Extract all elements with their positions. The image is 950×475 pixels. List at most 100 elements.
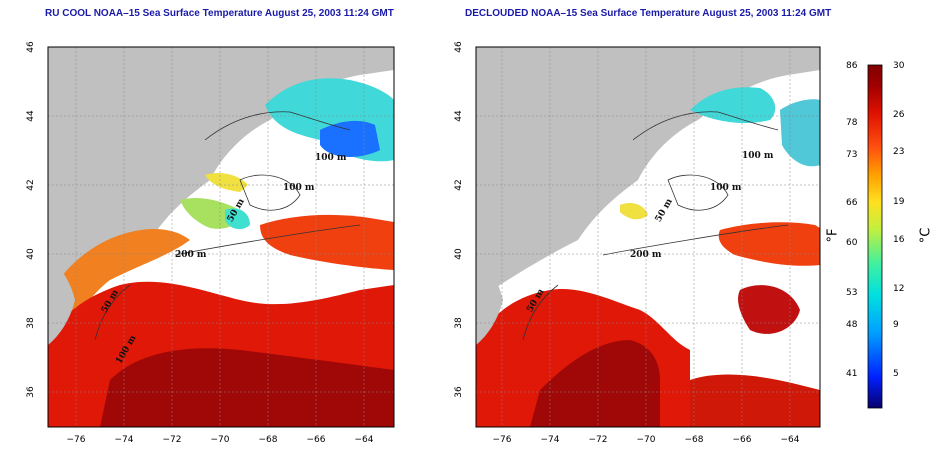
right-red-patches: [738, 285, 800, 334]
x-tick-label: −72: [163, 435, 182, 445]
fahrenheit-tick: 41: [846, 369, 858, 379]
left-green-band: [180, 198, 241, 229]
left-contour-label: 100 m: [315, 153, 347, 163]
left-orange-shelf: [48, 228, 190, 340]
right-contour-label: 100 m: [742, 151, 774, 161]
left-contour-label: 50 m: [100, 288, 121, 315]
left-y-axis: 46 44 42 40 38 36: [26, 41, 36, 398]
right-frame: [475, 46, 821, 428]
celsius-unit-label: °C: [918, 227, 934, 244]
celsius-tick: 12: [893, 284, 905, 294]
y-tick-label: 46: [26, 41, 36, 53]
left-contour-label: 200 m: [175, 250, 207, 260]
celsius-tick: 23: [893, 147, 905, 157]
y-tick-label: 44: [454, 110, 464, 122]
x-tick-label: −68: [259, 435, 278, 445]
fahrenheit-tick: 73: [846, 150, 858, 160]
right-red-south: [476, 289, 690, 427]
left-contour-100m: [204, 111, 351, 141]
y-tick-label: 36: [26, 386, 36, 398]
left-contour-georges: [239, 174, 301, 211]
left-cool-water-north: [265, 78, 394, 162]
y-tick-label: 40: [26, 248, 36, 260]
left-contour-shelf: [94, 284, 131, 341]
right-contour-georges: [667, 174, 729, 211]
right-grid: [476, 47, 820, 427]
right-red-scatter: [690, 374, 820, 427]
right-cool-water-north: [690, 87, 776, 123]
fahrenheit-tick: 48: [846, 320, 858, 330]
colorbar: [867, 64, 883, 409]
x-tick-label: −64: [781, 435, 800, 445]
left-map: [47, 46, 395, 428]
fahrenheit-tick: 86: [846, 61, 858, 71]
fahrenheit-unit-label: °F: [825, 228, 841, 243]
y-tick-label: 38: [26, 317, 36, 329]
right-orange-east: [718, 222, 820, 266]
left-land-background: [48, 47, 394, 427]
left-contour-label: 100 m: [114, 333, 139, 366]
left-cyan-patch: [225, 208, 250, 230]
left-coast-land: [48, 260, 75, 345]
x-tick-label: −72: [589, 435, 608, 445]
left-red-south: [48, 281, 394, 427]
right-darkred-gulfstream: [530, 340, 660, 427]
left-darkred-gulfstream: [100, 348, 394, 427]
right-y-axis: 46 44 42 40 38 36: [454, 41, 464, 398]
right-cloud-region: [476, 70, 820, 427]
left-yellow-patch: [205, 173, 248, 192]
left-cloud-region: [48, 70, 394, 427]
left-grid: [48, 47, 394, 427]
celsius-tick: 9: [893, 320, 899, 330]
left-contour-200m: [174, 224, 361, 256]
right-contour-100m: [632, 111, 779, 141]
left-contour-label: 50 m: [226, 197, 247, 224]
right-cool-water-east: [780, 99, 820, 167]
left-orange-east: [260, 214, 394, 270]
fahrenheit-tick: 78: [846, 118, 858, 128]
x-tick-label: −76: [493, 435, 512, 445]
fahrenheit-tick: 66: [846, 198, 858, 208]
x-tick-label: −64: [355, 435, 374, 445]
left-blue-patch: [320, 120, 380, 157]
right-yellow-patch: [620, 203, 648, 220]
right-contour-shelf: [522, 284, 559, 341]
x-tick-label: −74: [115, 435, 134, 445]
x-tick-label: −74: [541, 435, 560, 445]
x-tick-label: −66: [733, 435, 752, 445]
celsius-tick: 19: [893, 197, 905, 207]
celsius-tick: 16: [893, 235, 905, 245]
right-panel-title: DECLOUDED NOAA–15 Sea Surface Temperatur…: [465, 8, 832, 19]
y-tick-label: 42: [26, 179, 36, 190]
celsius-tick: 26: [893, 110, 905, 120]
right-contour-label: 200 m: [630, 250, 662, 260]
right-land-background: [476, 47, 820, 427]
x-tick-label: −70: [211, 435, 230, 445]
y-tick-label: 42: [454, 179, 464, 190]
right-contour-200m: [602, 224, 789, 256]
x-tick-label: −68: [685, 435, 704, 445]
y-tick-label: 36: [454, 386, 464, 398]
left-contour-label: 100 m: [283, 183, 315, 193]
y-tick-label: 44: [26, 110, 36, 122]
right-coast-land: [476, 260, 503, 345]
x-tick-label: −76: [67, 435, 86, 445]
right-contour-label: 50 m: [654, 197, 675, 224]
left-frame: [47, 46, 395, 428]
y-tick-label: 38: [454, 317, 464, 329]
left-x-axis: −76 −74 −72 −70 −68 −66 −64: [67, 435, 374, 445]
y-tick-label: 40: [454, 248, 464, 260]
celsius-tick: 30: [893, 61, 905, 71]
fahrenheit-tick: 53: [846, 288, 858, 298]
y-tick-label: 46: [454, 41, 464, 53]
right-contour-label: 50 m: [525, 287, 546, 314]
fahrenheit-tick: 60: [846, 238, 858, 248]
x-tick-label: −66: [307, 435, 326, 445]
right-map: [475, 46, 821, 428]
right-contour-label: 100 m: [710, 183, 742, 193]
x-tick-label: −70: [637, 435, 656, 445]
left-panel-title: RU COOL NOAA–15 Sea Surface Temperature …: [45, 8, 394, 19]
celsius-tick: 5: [893, 369, 899, 379]
right-x-axis: −76 −74 −72 −70 −68 −66 −64: [493, 435, 800, 445]
